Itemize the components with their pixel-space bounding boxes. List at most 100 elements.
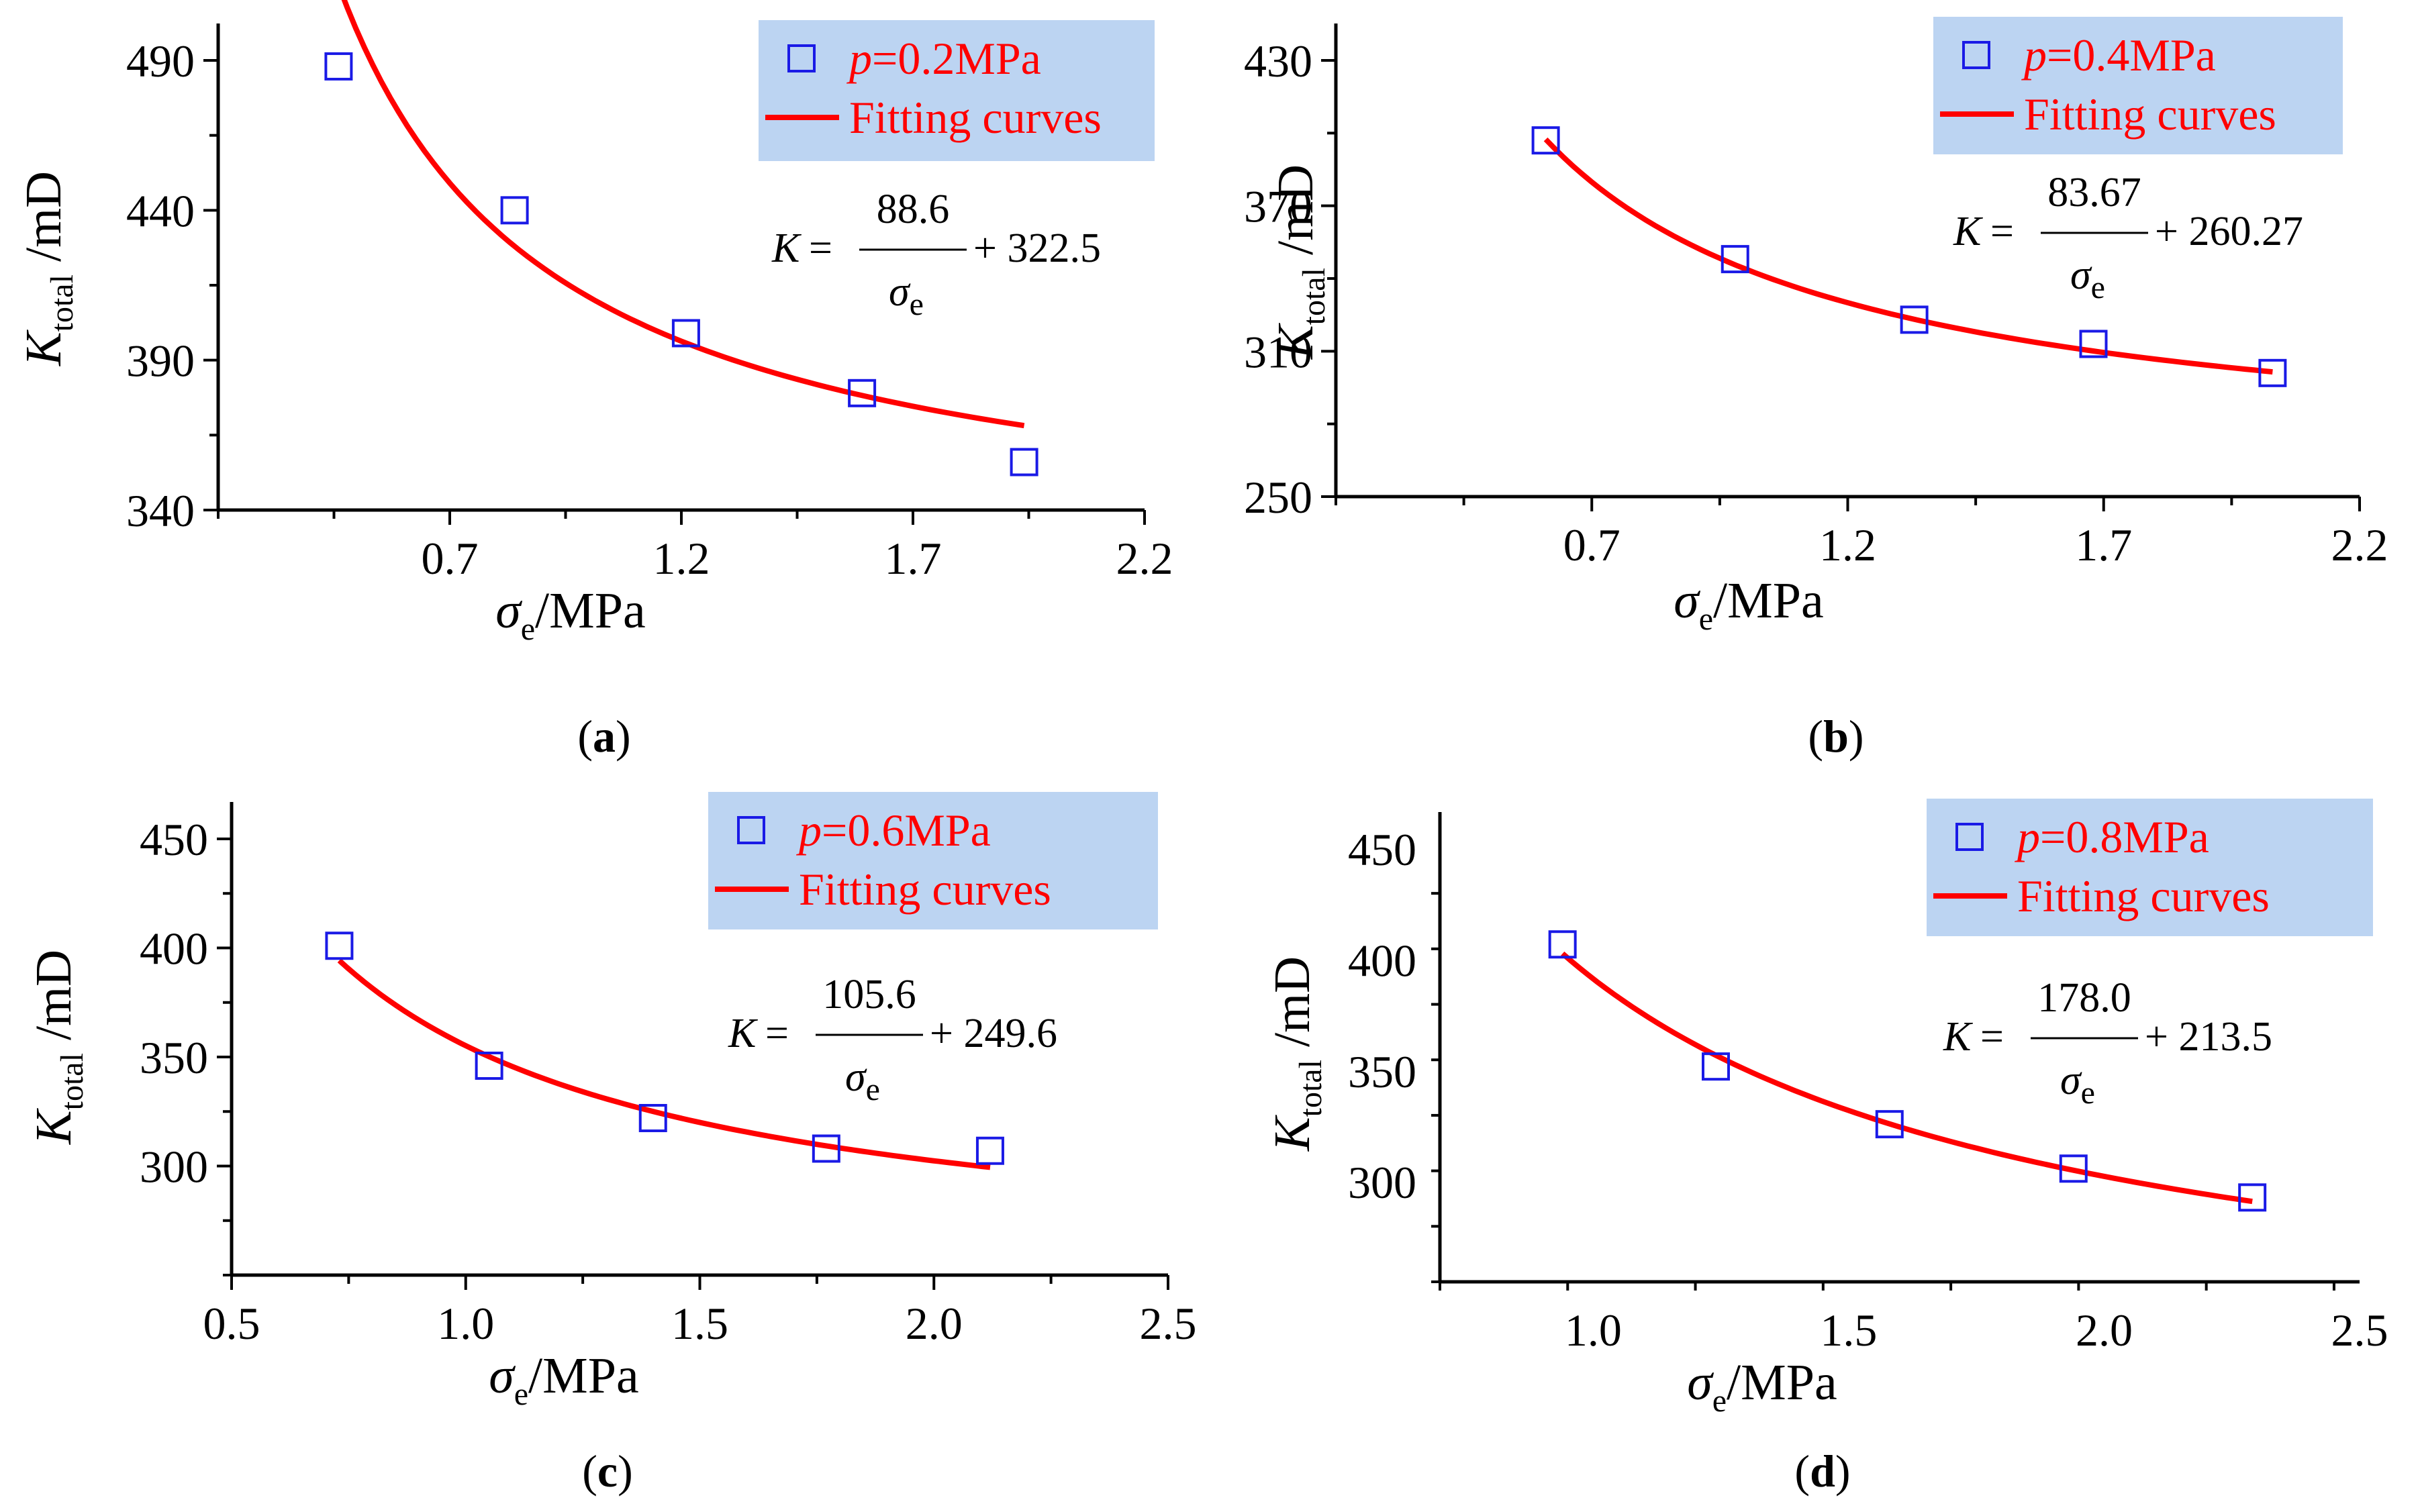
- data-point-square: [812, 1134, 840, 1163]
- x-axis-symbol: σ: [1674, 572, 1700, 629]
- legend-entry-fit: Fitting curves: [849, 92, 1102, 143]
- y-axis-symbol: K: [1264, 1115, 1320, 1152]
- data-point-square: [2238, 1183, 2267, 1212]
- data-point-square: [475, 1052, 503, 1080]
- equation-numerator: 83.67: [2047, 170, 2141, 215]
- equation-numerator: 105.6: [822, 972, 916, 1017]
- panel-label: (c): [582, 1446, 633, 1497]
- fit-equation: K = 105.6 σe + 249.6: [728, 972, 1057, 1107]
- data-point-square: [500, 196, 529, 225]
- equation-denominator: σe: [889, 269, 924, 322]
- x-axis-symbol: σ: [495, 583, 522, 639]
- y-axis-unit: /mD: [1267, 164, 1324, 268]
- legend-marker-square: [1962, 41, 1990, 69]
- legend-p-value: =0.2MPa: [872, 33, 1041, 84]
- equation-rhs: + 249.6: [930, 1011, 1057, 1056]
- legend-box: [708, 792, 1158, 929]
- y-tick-label: 450: [1348, 824, 1416, 875]
- y-axis-unit: /mD: [15, 171, 72, 274]
- y-tick-label: 450: [140, 814, 208, 865]
- legend-entry-data: p=0.4MPa: [2021, 30, 2216, 81]
- x-axis-unit: /MPa: [528, 1348, 639, 1404]
- legend-p-symbol: p: [2021, 30, 2047, 81]
- y-axis-unit: /mD: [1264, 956, 1320, 1060]
- y-tick-label: 300: [1348, 1157, 1416, 1208]
- panel-label-letter: a: [593, 711, 616, 762]
- data-point-square: [1531, 126, 1560, 155]
- y-axis-unit: /mD: [26, 950, 82, 1053]
- legend-entry-fit: Fitting curves: [2017, 870, 2270, 921]
- x-axis-unit: /MPa: [1713, 572, 1824, 629]
- y-tick-label: 430: [1244, 36, 1312, 87]
- x-axis-symbol: σ: [1687, 1354, 1714, 1411]
- x-tick-label: 1.7: [2075, 519, 2132, 570]
- y-axis-symbol: K: [1267, 323, 1324, 360]
- y-tick-label: 490: [126, 36, 195, 87]
- y-tick-label: 400: [1348, 935, 1416, 986]
- legend-marker-square: [737, 816, 765, 844]
- panel-label-open: (: [1808, 711, 1823, 762]
- panel-label-close: ): [1849, 711, 1864, 762]
- equation-rhs: + 213.5: [2145, 1014, 2272, 1060]
- x-axis-title: σe/MPa: [495, 583, 646, 647]
- legend-box: [1927, 799, 2373, 936]
- x-axis-title: σe/MPa: [1674, 572, 1824, 637]
- legend-marker-square: [1955, 823, 1984, 851]
- fit-equation: K = 83.67 σe + 260.27: [1953, 170, 2303, 305]
- x-tick-label: 2.2: [2331, 519, 2388, 570]
- equation-lhs: K: [771, 225, 802, 271]
- panel-label-open: (: [577, 711, 593, 762]
- legend-p-value: =0.6MPa: [822, 805, 991, 856]
- x-tick-label: 1.7: [885, 533, 942, 584]
- x-tick-label: 0.7: [1563, 519, 1620, 570]
- data-point-square: [325, 931, 354, 960]
- fitting-curve-line: [1543, 137, 2273, 375]
- x-tick-label: 2.2: [1116, 533, 1173, 584]
- y-axis-symbol: K: [15, 330, 72, 366]
- x-tick-label: 1.0: [437, 1298, 494, 1349]
- data-point-square: [975, 1136, 1004, 1165]
- x-tick-label: 2.0: [906, 1298, 963, 1349]
- fit-equation: K = 88.6 σe + 322.5: [771, 187, 1101, 322]
- equation-denominator: σe: [845, 1054, 880, 1107]
- data-point-square: [848, 379, 877, 407]
- panel-label: (a): [577, 711, 630, 762]
- panel-label-letter: c: [597, 1446, 618, 1497]
- x-axis-subscript: e: [1699, 601, 1713, 637]
- y-tick-label: 310: [1244, 326, 1312, 377]
- data-point-square: [638, 1104, 667, 1132]
- x-axis-unit: /MPa: [535, 583, 646, 639]
- data-point-square: [324, 52, 353, 81]
- x-tick-label: 1.0: [1565, 1305, 1622, 1356]
- data-point-square: [1702, 1052, 1730, 1081]
- equation-sigma-subscript: e: [866, 1072, 880, 1107]
- equation-sigma-subscript: e: [2091, 270, 2105, 305]
- y-tick-label: 250: [1244, 472, 1312, 523]
- y-tick-label: 400: [140, 923, 208, 974]
- x-tick-label: 1.2: [653, 533, 710, 584]
- legend-box: [759, 20, 1155, 161]
- legend-box: [1933, 17, 2343, 154]
- legend-p-symbol: p: [2015, 811, 2040, 862]
- y-tick-label: 350: [140, 1032, 208, 1083]
- equation-sigma-subscript: e: [2081, 1075, 2095, 1111]
- x-axis-subscript: e: [514, 1376, 528, 1412]
- equation-lhs: K: [728, 1011, 759, 1056]
- equation-numerator: 88.6: [877, 187, 950, 232]
- fitting-curve-line: [341, 0, 1025, 429]
- x-axis-unit: /MPa: [1727, 1354, 1837, 1411]
- legend-marker-square: [787, 44, 816, 72]
- x-tick-label: 1.2: [1819, 519, 1876, 570]
- panel-label-close: ): [1835, 1446, 1851, 1497]
- equation-sigma: σ: [845, 1054, 867, 1100]
- fitting-curve-line: [1561, 951, 2253, 1205]
- y-tick-label: 350: [1348, 1046, 1416, 1097]
- panel-label-open: (: [1794, 1446, 1810, 1497]
- x-axis-subscript: e: [521, 611, 535, 647]
- x-tick-label: 0.7: [422, 533, 479, 584]
- x-tick-label: 0.5: [203, 1298, 260, 1349]
- equation-denominator: σe: [2070, 252, 2105, 305]
